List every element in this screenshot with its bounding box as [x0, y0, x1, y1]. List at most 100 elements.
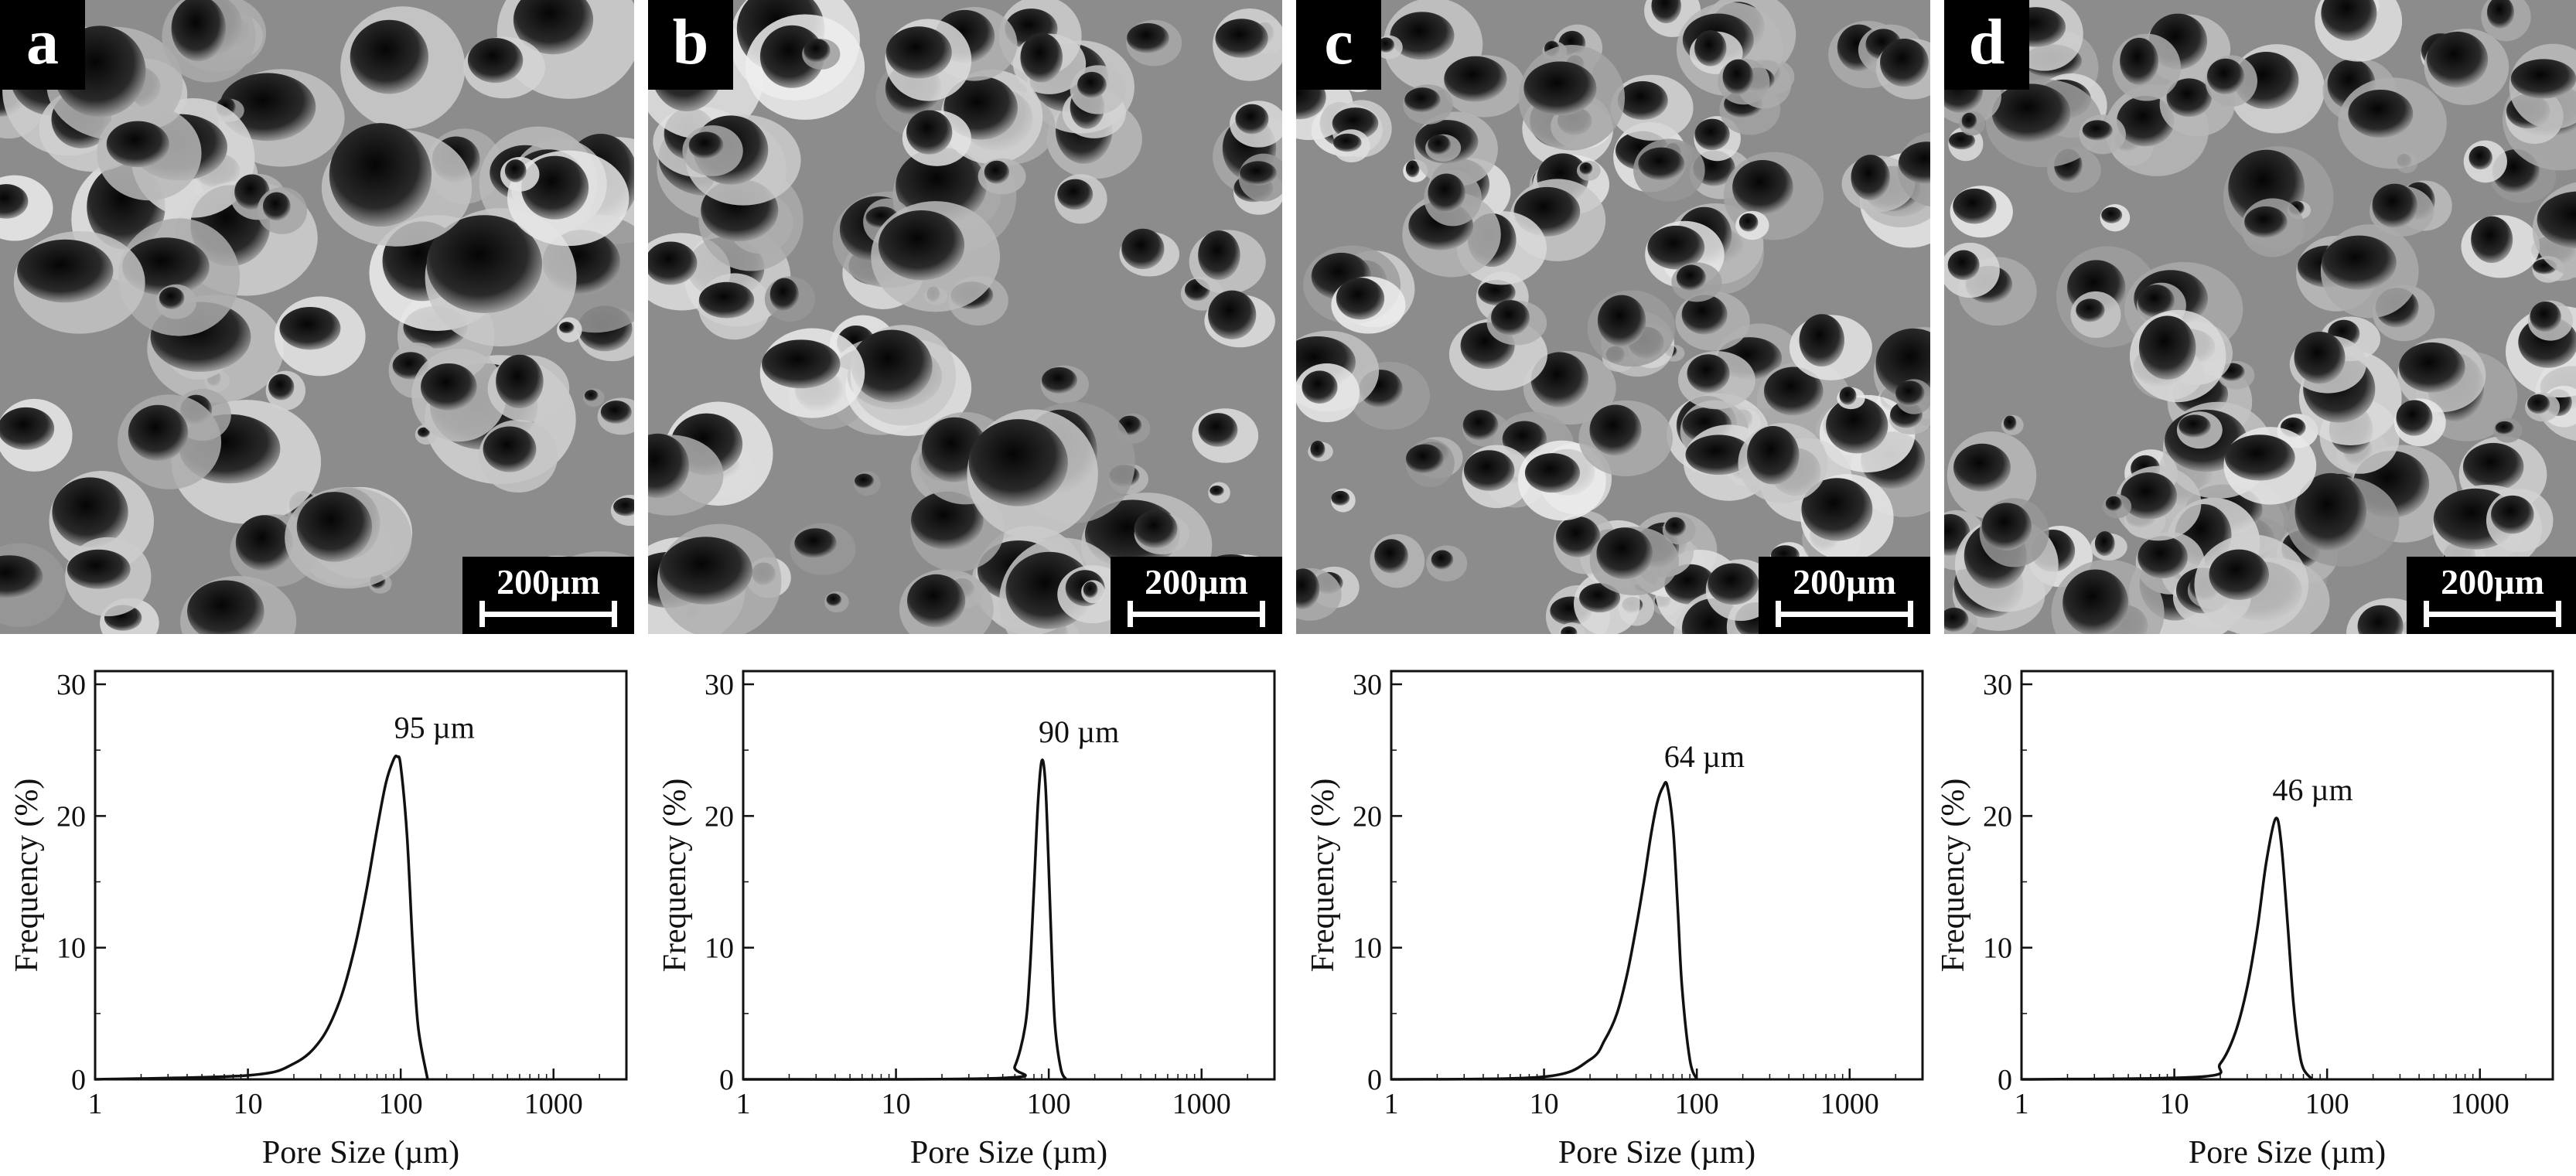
- pore: [1336, 278, 1385, 320]
- pore: [698, 281, 755, 319]
- pore: [648, 241, 698, 285]
- y-tick-label: 10: [56, 932, 86, 965]
- x-tick-label: 1000: [1820, 1088, 1879, 1120]
- pore: [1198, 230, 1240, 280]
- pore: [1555, 516, 1601, 557]
- pore: [1579, 162, 1593, 176]
- x-tick-label: 1: [88, 1088, 103, 1120]
- pore: [1524, 453, 1581, 493]
- pore: [984, 160, 1010, 184]
- pore: [1530, 352, 1588, 407]
- x-axis-label: Pore Size (µm): [1558, 1135, 1755, 1171]
- pore: [2120, 37, 2159, 85]
- pore: [1215, 19, 1268, 58]
- pore: [2138, 285, 2175, 318]
- pore: [1676, 264, 1706, 291]
- sem-texture: [0, 0, 634, 634]
- pore: [1083, 581, 1098, 598]
- pore: [1961, 112, 1977, 130]
- x-tick-label: 1: [2015, 1088, 2029, 1120]
- pore: [906, 110, 953, 155]
- scale-bar-line: [1128, 601, 1265, 627]
- pore: [2348, 89, 2414, 138]
- pore: [1665, 517, 1686, 537]
- pore: [67, 549, 131, 589]
- pore: [1991, 84, 2071, 143]
- pore: [268, 373, 295, 401]
- pore: [688, 131, 724, 159]
- x-tick-label: 10: [1530, 1088, 1559, 1120]
- pore: [1240, 161, 1277, 186]
- scale-bar: 200µm: [1111, 557, 1282, 634]
- pore: [2076, 298, 2105, 322]
- pore: [1596, 527, 1653, 579]
- plot-frame: [1390, 670, 1924, 1081]
- pore: [159, 287, 185, 310]
- y-tick-label: 20: [1983, 800, 2012, 833]
- pore: [1953, 443, 2011, 492]
- pore: [2166, 78, 2212, 118]
- y-axis-label: Frequency (%): [1305, 779, 1341, 973]
- pore: [1801, 478, 1873, 541]
- pore: [2399, 342, 2465, 393]
- pore: [2138, 315, 2196, 380]
- sem-panel-a: a 200µm: [0, 0, 634, 634]
- y-axis-label: Frequency (%): [657, 779, 693, 973]
- pore: [2094, 531, 2115, 557]
- pore: [1738, 213, 1759, 232]
- pore: [906, 574, 966, 628]
- pore: [235, 515, 294, 571]
- pore: [1428, 173, 1465, 213]
- pore: [1235, 104, 1269, 135]
- pore: [2486, 0, 2515, 29]
- y-tick-label: 0: [1367, 1064, 1382, 1096]
- pore: [2244, 206, 2288, 238]
- scale-bar: 200µm: [2407, 557, 2576, 634]
- sem-texture: [1944, 0, 2576, 634]
- pore: [659, 537, 752, 605]
- pore: [1561, 626, 1578, 634]
- y-tick-label: 10: [1983, 932, 2012, 965]
- pore: [2063, 569, 2129, 634]
- pore: [0, 407, 55, 450]
- pore: [1210, 486, 1224, 496]
- pore: [851, 329, 933, 403]
- pore: [1851, 155, 1890, 200]
- sem-texture: [1296, 0, 1930, 634]
- pore: [0, 555, 43, 599]
- y-tick-label: 20: [1353, 800, 1382, 833]
- pore: [1041, 366, 1077, 394]
- pore: [2224, 435, 2295, 481]
- y-tick-label: 30: [705, 669, 734, 701]
- x-tick-label: 10: [234, 1088, 263, 1120]
- y-axis-label: Frequency (%): [9, 779, 45, 973]
- pore: [1405, 160, 1420, 178]
- pore: [1057, 179, 1094, 210]
- pore: [2003, 415, 2017, 431]
- pore-size-chart-b: 1 10 100 1000 0 10 20 30 Pore Size (µm) Frequency…: [657, 669, 1276, 1171]
- pore: [2527, 394, 2550, 414]
- pore: [1638, 147, 1685, 181]
- pore: [1478, 279, 1516, 305]
- pore: [2294, 331, 2346, 384]
- pore: [648, 433, 689, 499]
- pore: [2396, 400, 2433, 436]
- pore: [420, 363, 477, 411]
- pore: [1597, 295, 1646, 347]
- pore: [1444, 56, 1507, 102]
- y-tick-label: 30: [1983, 669, 2012, 701]
- pore: [762, 339, 841, 389]
- pore: [1694, 29, 1727, 66]
- pore: [1651, 0, 1681, 24]
- sem-panel-c: c 200µm: [1296, 0, 1930, 634]
- pore: [759, 25, 824, 88]
- scale-bar-label: 200µm: [2441, 562, 2544, 602]
- pore: [52, 477, 128, 547]
- pore: [559, 322, 575, 334]
- pore: [1687, 354, 1730, 393]
- pore: [1708, 563, 1759, 605]
- panel-letter: a: [0, 0, 85, 90]
- pore: [2206, 58, 2245, 94]
- pore: [2082, 120, 2113, 141]
- sem-texture: [648, 0, 1282, 634]
